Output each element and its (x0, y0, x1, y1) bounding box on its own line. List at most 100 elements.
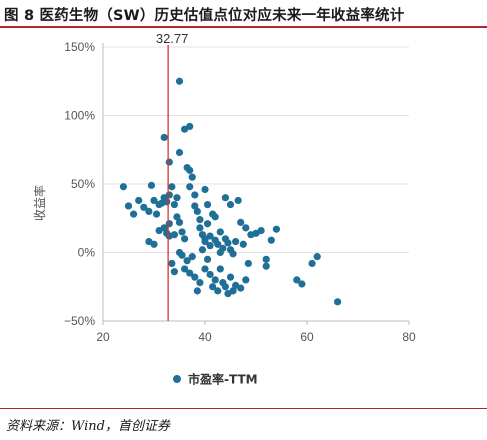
data-point (201, 185, 209, 194)
data-point (313, 253, 321, 261)
data-point (160, 224, 168, 232)
data-point (152, 210, 161, 218)
data-point (175, 218, 184, 226)
data-point (308, 259, 316, 268)
data-point (150, 196, 158, 205)
x-tick-label: 60 (300, 330, 314, 344)
data-point (178, 228, 186, 236)
data-point (178, 251, 186, 259)
data-point (334, 298, 342, 306)
data-point (224, 239, 232, 247)
data-point (214, 240, 222, 248)
data-point (214, 287, 222, 295)
y-tick-label: 150% (64, 40, 95, 54)
data-point (130, 210, 138, 218)
data-points (119, 77, 342, 306)
data-point (211, 213, 219, 221)
data-point (170, 268, 178, 276)
data-point (298, 280, 306, 288)
data-point (165, 220, 173, 228)
data-point (216, 228, 224, 236)
legend-marker (173, 375, 181, 383)
data-point (221, 283, 229, 291)
data-point (226, 200, 235, 209)
legend: 市盈率-TTM (173, 372, 258, 387)
data-point (267, 236, 275, 244)
data-point (203, 200, 212, 209)
data-point (181, 235, 189, 243)
data-point (211, 276, 219, 284)
data-point (140, 203, 148, 211)
data-point (165, 191, 173, 199)
data-point (196, 216, 204, 224)
source-rule (0, 408, 487, 409)
data-point (191, 191, 199, 199)
data-point (181, 265, 189, 273)
axes (102, 43, 410, 325)
data-point (188, 253, 196, 261)
data-point (191, 202, 199, 210)
data-point (188, 173, 196, 181)
data-point (244, 259, 252, 268)
data-point (196, 279, 204, 287)
data-point (170, 200, 178, 209)
data-point (119, 183, 127, 191)
data-point (242, 276, 250, 284)
data-point (203, 255, 212, 263)
data-point (216, 265, 224, 273)
data-point (147, 181, 156, 189)
figure-title-bar: 图 8 医药生物（SW）历史估值点位对应未来一年收益率统计 (0, 0, 487, 26)
data-point (193, 287, 201, 295)
data-point (186, 183, 194, 191)
data-point (293, 276, 301, 284)
data-point (168, 259, 176, 268)
legend-label: 市盈率-TTM (188, 372, 258, 387)
data-point (209, 283, 217, 291)
y-tick-label: 0% (78, 246, 96, 260)
data-point (242, 224, 250, 232)
data-point (229, 287, 237, 295)
data-point (163, 198, 171, 206)
data-point (206, 270, 214, 279)
data-point (232, 237, 240, 246)
data-point (165, 158, 173, 166)
data-point (186, 269, 194, 277)
data-point (262, 262, 270, 270)
data-point (173, 213, 181, 221)
data-point (262, 255, 270, 263)
data-point (124, 202, 133, 210)
data-point (193, 207, 201, 215)
data-point (173, 194, 181, 202)
scatter-chart: 150% 100% 50% 0% −50%20 40 60 80 收益率 32.77 市盈率-… (32, 31, 416, 387)
figure-title: 图 8 医药生物（SW）历史估值点位对应未来一年收益率统计 (4, 8, 405, 24)
threshold-label: 32.77 (156, 31, 189, 46)
data-point (198, 246, 207, 254)
x-tick-label: 80 (402, 330, 416, 344)
y-tick-label: −50% (64, 314, 95, 328)
data-point (234, 196, 242, 205)
data-point (160, 133, 168, 142)
data-point (226, 273, 235, 281)
data-point (229, 250, 237, 258)
data-point (201, 265, 209, 273)
data-point (239, 240, 247, 248)
data-point (150, 240, 158, 248)
data-point (221, 194, 229, 202)
y-axis-label: 收益率 (32, 185, 47, 221)
data-point (196, 224, 204, 232)
data-point (186, 166, 194, 174)
data-point (183, 257, 191, 265)
data-point (203, 220, 212, 228)
tick-labels: 150% 100% 50% 0% −50%20 40 60 80 (64, 40, 416, 344)
data-point (219, 244, 227, 252)
data-point (206, 242, 214, 250)
x-tick-label: 40 (198, 330, 212, 344)
y-tick-label: 100% (64, 109, 95, 123)
data-point (272, 225, 280, 233)
data-point (175, 77, 184, 85)
source-note: 资料来源：Wind，首创证券 (6, 419, 170, 434)
data-point (175, 148, 184, 157)
x-tick-label: 20 (96, 330, 110, 344)
data-point (135, 196, 143, 205)
data-point (201, 235, 209, 243)
